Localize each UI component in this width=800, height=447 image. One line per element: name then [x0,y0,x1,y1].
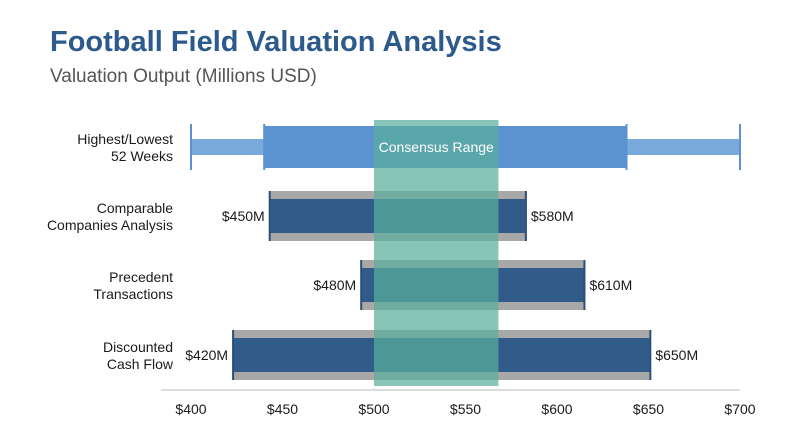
range-high-label: $650M [655,347,698,363]
x-tick-label: $400 [175,401,206,417]
category-label: Precedent Transactions [93,269,173,302]
x-tick-label: $600 [541,401,572,417]
range-low-label: $450M [222,208,265,224]
category-label: Comparable Companies Analysis [47,200,173,233]
x-tick-label: $700 [724,401,755,417]
page-subtitle: Valuation Output (Millions USD) [50,66,317,87]
x-tick-label: $650 [633,401,664,417]
range-low-label: $480M [313,277,356,293]
range-high-label: $610M [589,277,632,293]
x-tick-label: $450 [267,401,298,417]
category-label: Highest/Lowest 52 Weeks [77,131,173,164]
consensus-range-label: Consensus Range [379,139,494,155]
page-title: Football Field Valuation Analysis [50,26,502,58]
range-low-label: $420M [185,347,228,363]
x-tick-label: $500 [358,401,389,417]
range-high-label: $580M [531,208,574,224]
x-tick-label: $550 [450,401,481,417]
category-label: Discounted Cash Flow [103,339,174,372]
consensus-range-band [374,120,499,386]
